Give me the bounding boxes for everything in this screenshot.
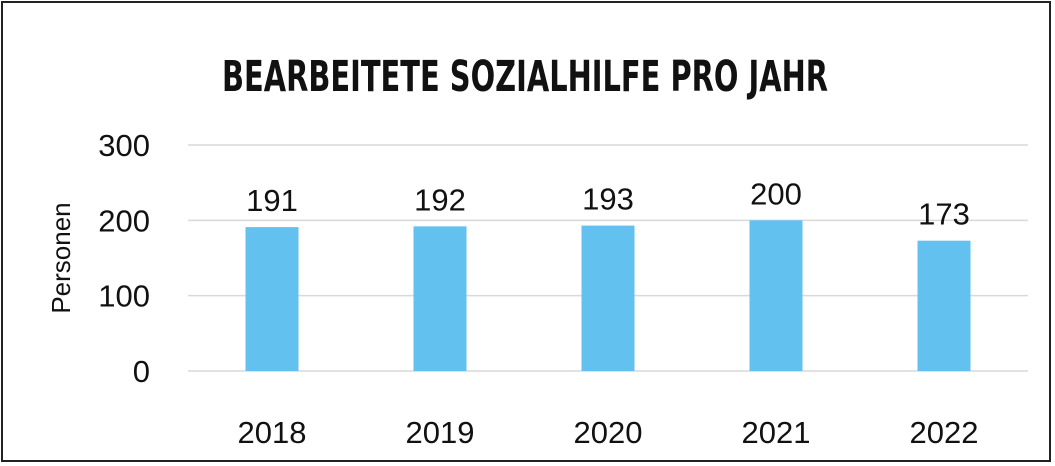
y-tick-label: 0 — [133, 354, 150, 389]
bar-2022 — [917, 240, 971, 371]
x-tick-label-2018: 2018 — [238, 415, 307, 450]
data-label-2020: 193 — [582, 182, 634, 217]
x-tick-label-2020: 2020 — [574, 415, 643, 450]
y-tick-label: 100 — [98, 279, 150, 314]
bar-2020 — [581, 225, 635, 371]
bar-2018 — [245, 227, 299, 371]
x-tick-label-2019: 2019 — [406, 415, 475, 450]
data-label-2019: 192 — [414, 182, 466, 217]
y-tick-label: 200 — [98, 203, 150, 238]
y-tick-label: 300 — [98, 128, 150, 163]
labels: 0 100 200 300 191 2018 192 2019 193 2020 200 2021 17… — [98, 128, 978, 450]
x-tick-label-2021: 2021 — [742, 415, 811, 450]
y-axis-title: Personen — [46, 202, 76, 313]
chart-title: BEARBEITETE SOZIALHILFE PRO JAHR — [222, 52, 828, 102]
x-tick-label-2022: 2022 — [910, 415, 979, 450]
bar-2019 — [413, 226, 467, 371]
bars — [245, 220, 971, 371]
data-label-2021: 200 — [750, 176, 802, 211]
data-label-2018: 191 — [246, 183, 298, 218]
data-label-2022: 173 — [918, 197, 970, 232]
bar-2021 — [749, 220, 803, 371]
